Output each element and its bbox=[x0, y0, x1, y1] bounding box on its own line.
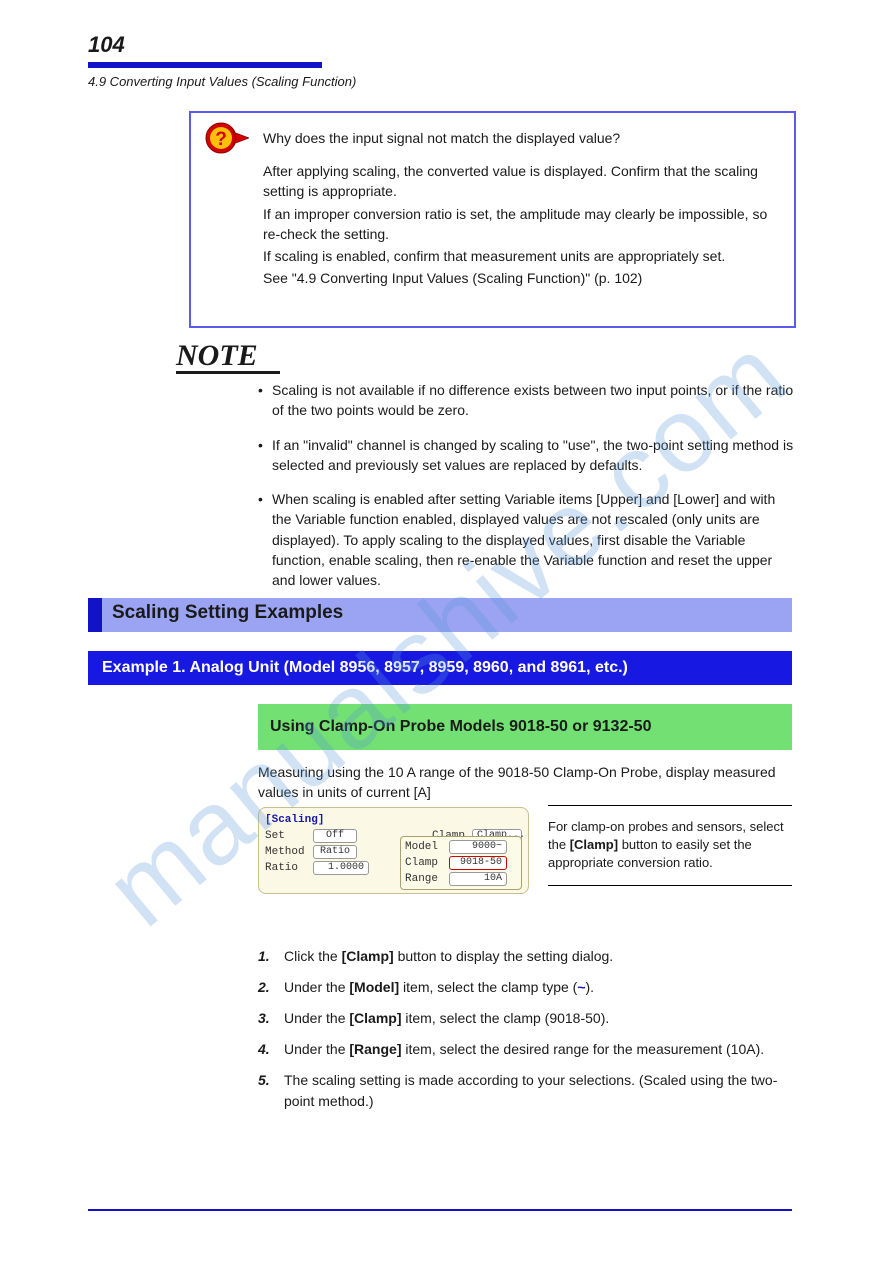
step-text: The scaling setting is made according to… bbox=[284, 1070, 792, 1112]
scaling-settings-panel: [Scaling] Set Off Clamp Clamp... Method … bbox=[258, 807, 529, 894]
page-number: 104 bbox=[88, 32, 125, 58]
help-see-also: See "4.9 Converting Input Values (Scalin… bbox=[263, 268, 780, 288]
header-section-title: 4.9 Converting Input Values (Scaling Fun… bbox=[88, 74, 356, 89]
ratio-field[interactable]: 1.0000 bbox=[313, 861, 369, 875]
step-text: Click the [Clamp] button to display the … bbox=[284, 946, 792, 967]
step-text: Under the [Range] item, select the desir… bbox=[284, 1039, 792, 1060]
bullet: • bbox=[258, 435, 272, 476]
method-field[interactable]: Ratio bbox=[313, 845, 357, 859]
header-rule bbox=[88, 62, 322, 68]
note-item: • If an "invalid" channel is changed by … bbox=[258, 435, 796, 476]
settings-title-row: [Scaling] bbox=[265, 812, 522, 828]
help-paragraph: If scaling is enabled, confirm that meas… bbox=[263, 246, 780, 266]
popup-row: Clamp 9018-50 bbox=[405, 855, 517, 871]
footer-rule bbox=[88, 1209, 792, 1211]
field-label: Range bbox=[405, 873, 445, 885]
help-body: After applying scaling, the converted va… bbox=[205, 161, 780, 289]
example-description: Measuring using the 10 A range of the 90… bbox=[258, 762, 792, 803]
step-number: 4. bbox=[258, 1039, 284, 1060]
note-list: • Scaling is not available if no differe… bbox=[258, 380, 796, 605]
model-field[interactable]: 9000~ bbox=[449, 840, 507, 854]
step-item: 2. Under the [Model] item, select the cl… bbox=[258, 977, 792, 998]
note-heading: NOTE bbox=[176, 341, 262, 374]
caption-line: conversion ratio. bbox=[617, 855, 712, 870]
field-label: Set bbox=[265, 830, 309, 842]
heading-stripe bbox=[88, 598, 102, 632]
note-item: • When scaling is enabled after setting … bbox=[258, 489, 796, 590]
help-paragraph: If an improper conversion ratio is set, … bbox=[263, 204, 780, 245]
settings-caption: For clamp-on probes and sensors, select … bbox=[548, 805, 792, 886]
caption-line: For clamp-on probes and sensors, bbox=[548, 819, 746, 834]
popup-row: Range 10A bbox=[405, 871, 517, 887]
subexample-band: Using Clamp-On Probe Models 9018-50 or 9… bbox=[258, 704, 792, 750]
note-text: Scaling is not available if no differenc… bbox=[272, 380, 796, 421]
range-field[interactable]: 10A bbox=[449, 872, 507, 886]
popup-row: Model 9000~ bbox=[405, 839, 517, 855]
help-lead-text: Why does the input signal not match the … bbox=[263, 128, 780, 148]
step-number: 5. bbox=[258, 1070, 284, 1112]
step-number: 2. bbox=[258, 977, 284, 998]
step-item: 1. Click the [Clamp] button to display t… bbox=[258, 946, 792, 967]
clamp-popup: Model 9000~ Clamp 9018-50 Range 10A bbox=[400, 836, 522, 890]
step-number: 3. bbox=[258, 1008, 284, 1029]
help-icon: ? bbox=[205, 121, 249, 155]
heading-text: Scaling Setting Examples bbox=[112, 602, 343, 624]
help-callout-box: ? Why does the input signal not match th… bbox=[189, 111, 796, 328]
step-text: Under the [Clamp] item, select the clamp… bbox=[284, 1008, 792, 1029]
procedure-steps: 1. Click the [Clamp] button to display t… bbox=[258, 946, 792, 1122]
section-heading: Scaling Setting Examples bbox=[88, 598, 792, 632]
note-text: If an "invalid" channel is changed by sc… bbox=[272, 435, 796, 476]
clamp-field[interactable]: 9018-50 bbox=[449, 856, 507, 870]
svg-text:?: ? bbox=[215, 129, 227, 150]
help-header-row: ? Why does the input signal not match th… bbox=[205, 121, 780, 155]
field-label: Method bbox=[265, 846, 309, 858]
set-field[interactable]: Off bbox=[313, 829, 357, 843]
field-label: Ratio bbox=[265, 862, 309, 874]
manual-page: 104 4.9 Converting Input Values (Scaling… bbox=[0, 0, 893, 1263]
bullet: • bbox=[258, 489, 272, 590]
note-text: When scaling is enabled after setting Va… bbox=[272, 489, 796, 590]
help-paragraph: After applying scaling, the converted va… bbox=[263, 161, 780, 202]
settings-title: [Scaling] bbox=[265, 814, 324, 826]
field-label: Model bbox=[405, 841, 445, 853]
step-number: 1. bbox=[258, 946, 284, 967]
example-title-band: Example 1. Analog Unit (Model 8956, 8957… bbox=[88, 651, 792, 685]
step-text: Under the [Model] item, select the clamp… bbox=[284, 977, 792, 998]
step-item: 5. The scaling setting is made according… bbox=[258, 1070, 792, 1112]
step-item: 3. Under the [Clamp] item, select the cl… bbox=[258, 1008, 792, 1029]
bullet: • bbox=[258, 380, 272, 421]
note-item: • Scaling is not available if no differe… bbox=[258, 380, 796, 421]
field-label: Clamp bbox=[405, 857, 445, 869]
step-item: 4. Under the [Range] item, select the de… bbox=[258, 1039, 792, 1060]
